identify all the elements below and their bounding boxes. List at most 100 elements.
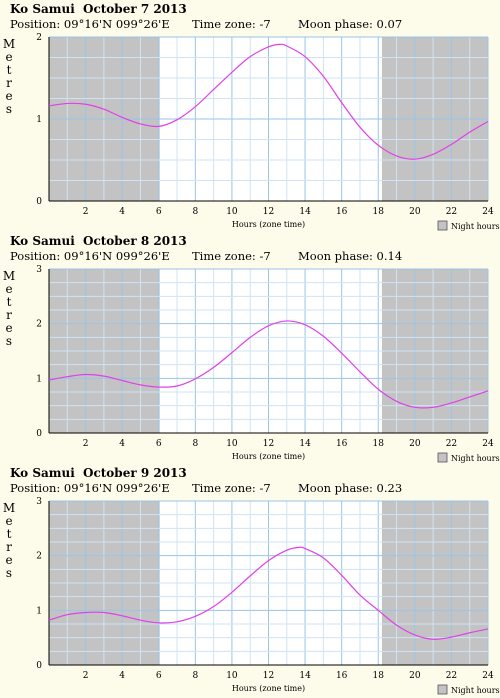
legend-label-night: Night hours xyxy=(451,454,500,463)
x-tick-label: 22 xyxy=(446,671,457,681)
x-tick-label: 24 xyxy=(482,671,494,681)
location-name: Ko Samui xyxy=(10,2,75,16)
y-tick-label: 2 xyxy=(36,552,42,562)
timezone-text: Time zone: -7 xyxy=(192,481,271,495)
y-axis-label-letter: r xyxy=(6,308,12,322)
tide-height-curve xyxy=(48,43,489,160)
y-tick-label: 2 xyxy=(36,320,42,330)
x-axis-label: Hours (zone time) xyxy=(232,220,305,229)
x-tick-label: 6 xyxy=(156,671,162,681)
x-tick-label: 2 xyxy=(83,439,89,449)
x-tick-label: 4 xyxy=(119,671,125,681)
y-tick-label: 0 xyxy=(36,429,42,439)
x-tick-label: 8 xyxy=(192,207,198,217)
panel-header: Ko Samui October 7 2013 xyxy=(10,2,187,16)
x-tick-label: 6 xyxy=(156,439,162,449)
legend-label-night: Night hours xyxy=(451,686,500,695)
legend-label-night: Night hours xyxy=(451,222,500,231)
x-tick-label: 18 xyxy=(373,671,385,681)
y-axis-label-letter: M xyxy=(2,269,16,283)
x-axis-label: Hours (zone time) xyxy=(232,452,305,461)
panel-header: Ko Samui October 9 2013 xyxy=(10,466,187,480)
legend-swatch-night xyxy=(437,220,448,231)
y-axis-label-letter: e xyxy=(5,89,13,103)
x-tick-label: 18 xyxy=(373,439,385,449)
x-tick-label: 10 xyxy=(226,439,238,449)
y-tick-label: 2 xyxy=(36,33,42,43)
chart-date: October 8 2013 xyxy=(83,234,187,248)
tide-height-curve xyxy=(48,546,489,640)
y-tick-label: 0 xyxy=(36,197,42,207)
chart-date: October 7 2013 xyxy=(83,2,187,16)
moon-phase-text: Moon phase: 0.14 xyxy=(298,249,403,263)
y-tick-label: 1 xyxy=(36,374,42,384)
y-axis-label-letter: s xyxy=(5,334,13,348)
x-tick-label: 22 xyxy=(446,207,457,217)
chart-date: October 9 2013 xyxy=(83,466,187,480)
x-tick-label: 22 xyxy=(446,439,457,449)
tide-panel-oct-9: Ko Samui October 9 2013 Position: 09°16'… xyxy=(0,464,500,696)
x-tick-label: 16 xyxy=(336,207,348,217)
y-axis-label-letter: s xyxy=(5,102,13,116)
position-text: Position: 09°16'N 099°26'E xyxy=(10,17,170,31)
y-axis-label-letter: e xyxy=(5,514,13,528)
x-tick-label: 4 xyxy=(119,207,125,217)
y-axis-label-letter: M xyxy=(2,501,16,515)
y-axis-label-letter: e xyxy=(5,553,13,567)
legend-swatch-night xyxy=(437,684,448,695)
x-tick-label: 4 xyxy=(119,439,125,449)
grid-lines xyxy=(48,268,489,434)
y-axis-label-letter: e xyxy=(5,282,13,296)
location-name: Ko Samui xyxy=(10,466,75,480)
y-axis-label-letter: e xyxy=(5,321,13,335)
timezone-text: Time zone: -7 xyxy=(192,17,271,31)
tide-height-curve xyxy=(48,320,489,409)
x-tick-label: 10 xyxy=(226,671,238,681)
x-tick-label: 12 xyxy=(263,439,274,449)
location-name: Ko Samui xyxy=(10,234,75,248)
timezone-text: Time zone: -7 xyxy=(192,249,271,263)
x-tick-label: 12 xyxy=(263,671,274,681)
y-axis-label-letter: t xyxy=(6,527,12,541)
y-axis-label-letter: r xyxy=(6,76,12,90)
y-axis-label-letter: e xyxy=(5,50,13,64)
position-text: Position: 09°16'N 099°26'E xyxy=(10,249,170,263)
x-tick-label: 2 xyxy=(83,671,89,681)
y-axis-label-letter: s xyxy=(5,566,13,580)
x-tick-label: 14 xyxy=(299,207,311,217)
x-tick-label: 24 xyxy=(482,207,494,217)
moon-phase-text: Moon phase: 0.07 xyxy=(298,17,403,31)
x-tick-label: 20 xyxy=(409,671,421,681)
y-tick-label: 1 xyxy=(36,606,42,616)
position-text: Position: 09°16'N 099°26'E xyxy=(10,481,170,495)
x-tick-label: 16 xyxy=(336,439,348,449)
moon-phase-text: Moon phase: 0.23 xyxy=(298,481,403,495)
y-tick-label: 3 xyxy=(36,497,42,507)
y-tick-label: 0 xyxy=(36,661,42,671)
y-axis-label-letter: r xyxy=(6,540,12,554)
y-tick-label: 3 xyxy=(36,265,42,275)
x-tick-label: 8 xyxy=(192,671,198,681)
y-axis-label-letter: t xyxy=(6,295,12,309)
x-tick-label: 20 xyxy=(409,207,421,217)
x-tick-label: 16 xyxy=(336,671,348,681)
x-axis-label: Hours (zone time) xyxy=(232,684,305,693)
x-tick-label: 8 xyxy=(192,439,198,449)
x-tick-label: 14 xyxy=(299,439,311,449)
y-axis-label-letter: t xyxy=(6,63,12,77)
panel-header: Ko Samui October 8 2013 xyxy=(10,234,187,248)
y-axis-label-letter: M xyxy=(2,37,16,51)
tide-panel-oct-7: Ko Samui October 7 2013 Position: 09°16'… xyxy=(0,0,500,232)
legend-swatch-night xyxy=(437,452,448,463)
grid-lines xyxy=(48,36,489,202)
tide-panel-oct-8: Ko Samui October 8 2013 Position: 09°16'… xyxy=(0,232,500,464)
x-tick-label: 2 xyxy=(83,207,89,217)
x-tick-label: 10 xyxy=(226,207,238,217)
x-tick-label: 20 xyxy=(409,439,421,449)
